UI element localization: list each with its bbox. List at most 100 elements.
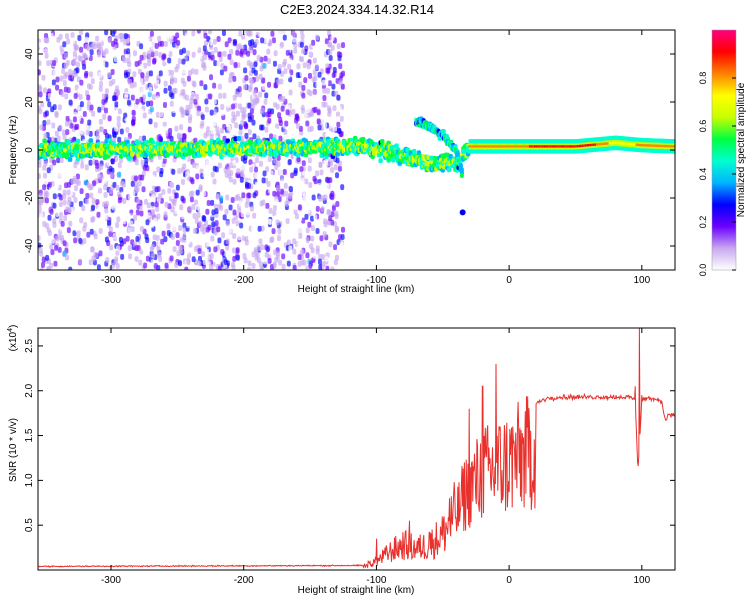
heat-cell xyxy=(116,230,121,237)
heat-cell xyxy=(559,145,563,148)
heat-cell xyxy=(256,103,261,110)
heat-cell xyxy=(360,136,366,142)
heat-cell xyxy=(340,184,345,191)
heat-cell xyxy=(204,40,209,47)
heat-cell xyxy=(163,211,168,218)
heat-cell xyxy=(212,109,217,116)
heat-cell xyxy=(267,58,272,65)
heat-cell xyxy=(202,64,207,71)
heat-cell xyxy=(279,41,284,48)
heat-cell xyxy=(143,262,148,269)
heat-cell xyxy=(268,187,273,194)
heat-cell xyxy=(145,219,150,226)
heat-cell xyxy=(476,145,480,148)
heat-cell xyxy=(210,199,215,206)
heat-cell xyxy=(268,207,273,214)
heat-cell xyxy=(168,240,173,247)
heat-cell xyxy=(244,239,249,246)
heat-cell xyxy=(150,259,155,266)
heat-cell xyxy=(230,241,235,248)
heat-cell xyxy=(38,60,42,67)
heat-cell xyxy=(275,184,280,191)
heat-cell xyxy=(262,62,267,69)
heat-cell xyxy=(107,37,112,44)
heat-cell xyxy=(157,177,162,184)
heat-cell xyxy=(252,133,257,140)
heat-cell xyxy=(608,142,612,145)
heat-cell xyxy=(560,145,564,148)
heat-cell xyxy=(621,142,625,145)
heat-cell xyxy=(111,95,116,102)
heat-cell xyxy=(86,51,91,58)
heat-cell xyxy=(112,131,117,138)
heat-cell xyxy=(155,111,160,118)
heat-cell xyxy=(124,94,129,101)
snr-multiplier-exp: 4 xyxy=(7,328,14,332)
heat-cell xyxy=(597,143,601,146)
heat-cell xyxy=(103,107,108,114)
heat-cell xyxy=(459,167,464,173)
heat-cell xyxy=(262,170,267,177)
heat-cell xyxy=(199,225,204,232)
heat-cell xyxy=(629,142,633,146)
heat-cell xyxy=(273,249,278,256)
heat-cell xyxy=(446,167,452,173)
heat-cell xyxy=(599,142,603,146)
heat-cell xyxy=(228,76,233,83)
heat-cell xyxy=(174,262,179,269)
x-tick-label: -100 xyxy=(366,275,386,286)
heat-cell xyxy=(492,145,496,148)
heat-cell xyxy=(103,159,108,166)
heat-cell xyxy=(237,86,242,93)
heat-cell xyxy=(335,151,340,157)
heat-cell xyxy=(39,124,44,131)
heat-cell xyxy=(333,125,338,132)
heat-cell xyxy=(194,217,199,224)
heat-cell xyxy=(235,254,240,261)
heat-cell xyxy=(108,188,113,195)
heat-cell xyxy=(315,205,320,212)
heat-cell xyxy=(96,41,101,48)
heat-cell xyxy=(52,104,57,111)
heat-cell xyxy=(247,192,252,199)
heat-cell xyxy=(327,80,332,87)
heat-cell xyxy=(182,47,187,54)
heat-cell xyxy=(141,245,146,252)
heat-cell xyxy=(331,72,336,79)
heat-cell xyxy=(267,156,272,163)
heat-cell xyxy=(643,144,647,147)
heat-cell xyxy=(60,68,65,75)
heat-cell xyxy=(221,30,226,36)
heat-cell xyxy=(334,210,339,217)
heat-cell xyxy=(38,205,42,212)
heat-cell xyxy=(152,37,157,44)
heat-cell xyxy=(123,33,128,40)
heat-cell xyxy=(583,144,587,147)
heat-cell xyxy=(165,70,170,77)
heat-cell xyxy=(250,99,255,106)
heat-cell xyxy=(134,181,139,188)
heat-cell xyxy=(104,236,109,243)
heat-cell xyxy=(161,189,166,196)
heat-cell xyxy=(276,154,281,161)
heat-cell xyxy=(139,225,144,232)
heat-cell xyxy=(128,194,133,201)
heat-cell xyxy=(53,260,58,267)
heat-cell xyxy=(107,71,112,78)
heat-cell xyxy=(135,186,140,193)
heat-cell xyxy=(318,195,323,202)
heat-cell xyxy=(91,41,96,48)
heat-cell xyxy=(336,43,341,50)
heat-cell xyxy=(154,176,159,183)
heat-cell xyxy=(243,262,248,269)
heat-cell xyxy=(185,63,190,70)
heat-cell xyxy=(305,227,310,234)
heat-cell xyxy=(142,62,147,69)
y-tick-label: 0 xyxy=(24,147,35,153)
heat-cell xyxy=(237,103,242,110)
heat-cell xyxy=(153,217,158,224)
heat-cell xyxy=(188,191,193,198)
heat-cell xyxy=(329,160,334,167)
heat-cell xyxy=(297,204,302,211)
heat-cell xyxy=(285,109,290,116)
